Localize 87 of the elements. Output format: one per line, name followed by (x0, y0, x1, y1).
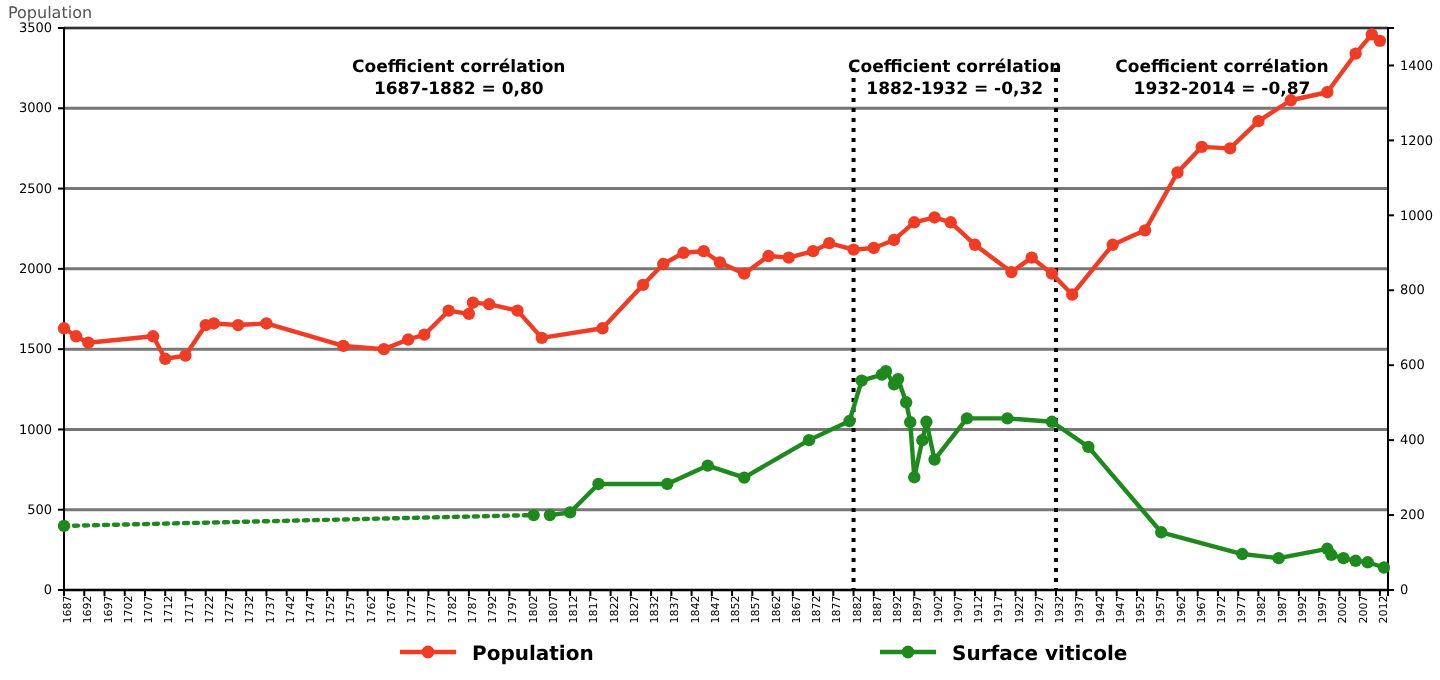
point (1155, 526, 1168, 539)
point (920, 415, 933, 428)
point (57, 322, 71, 335)
point (466, 296, 480, 309)
point (207, 317, 220, 330)
annotation: Coefficient corrélation 1687-1882 = 0,80 (352, 58, 566, 100)
point (1365, 28, 1378, 41)
point (1223, 142, 1237, 155)
point (596, 322, 609, 335)
point (661, 477, 674, 491)
y-axis-title: Population (8, 4, 93, 22)
point (401, 333, 415, 346)
point (260, 317, 273, 330)
point (908, 471, 921, 484)
point (677, 246, 690, 259)
point (636, 278, 650, 292)
point (916, 433, 929, 447)
point (908, 216, 921, 229)
point (1066, 288, 1079, 301)
point (482, 298, 496, 311)
point (159, 352, 172, 365)
point (823, 237, 836, 250)
point (377, 342, 391, 356)
legend-label: Population (472, 644, 594, 666)
point (592, 477, 605, 491)
point (1005, 265, 1018, 279)
point (543, 508, 557, 522)
point (146, 330, 160, 343)
point (1171, 166, 1184, 179)
point (1361, 556, 1374, 569)
point (418, 328, 431, 341)
point (563, 506, 577, 519)
point (928, 453, 941, 466)
point (69, 330, 83, 343)
point (1106, 238, 1119, 251)
point (713, 256, 727, 269)
point (657, 257, 670, 271)
point (843, 414, 856, 428)
point (1337, 551, 1350, 565)
point (1349, 47, 1362, 60)
point (1025, 251, 1038, 264)
point (806, 245, 820, 258)
point (1045, 415, 1059, 428)
legend-label: Surface viticole (952, 644, 1128, 666)
point (738, 471, 751, 484)
annotation: Coefficient corrélation 1932-2014 = -0,87 (1115, 58, 1329, 100)
point (968, 238, 982, 251)
point (442, 304, 455, 317)
point (762, 249, 775, 263)
point (867, 241, 880, 255)
point (944, 216, 957, 229)
point (904, 415, 917, 429)
point (1321, 86, 1334, 99)
point (1377, 561, 1391, 574)
point (960, 412, 974, 425)
point (535, 331, 548, 345)
point (1001, 412, 1014, 425)
point (1236, 547, 1249, 561)
point (462, 307, 476, 320)
point (511, 304, 524, 317)
point (231, 318, 245, 332)
point (887, 233, 901, 247)
point (900, 396, 913, 409)
point (1325, 548, 1338, 561)
point (179, 349, 192, 362)
point (928, 211, 941, 224)
point (847, 243, 860, 256)
point (57, 519, 71, 533)
point (1082, 440, 1095, 454)
point (738, 267, 751, 280)
point (1373, 34, 1387, 48)
point (1349, 554, 1362, 567)
point (782, 251, 795, 264)
annotation: Coefficient corrélation 1882-1932 = -0,32 (848, 58, 1062, 100)
point (1272, 551, 1285, 565)
point (82, 336, 95, 349)
point (1195, 140, 1208, 153)
point (1252, 114, 1265, 128)
point (337, 339, 350, 353)
point (527, 508, 540, 522)
point (701, 459, 714, 472)
point (802, 433, 816, 447)
point (1045, 267, 1059, 280)
point (855, 374, 868, 387)
point (697, 245, 710, 258)
point (1138, 224, 1152, 237)
point (891, 372, 905, 386)
